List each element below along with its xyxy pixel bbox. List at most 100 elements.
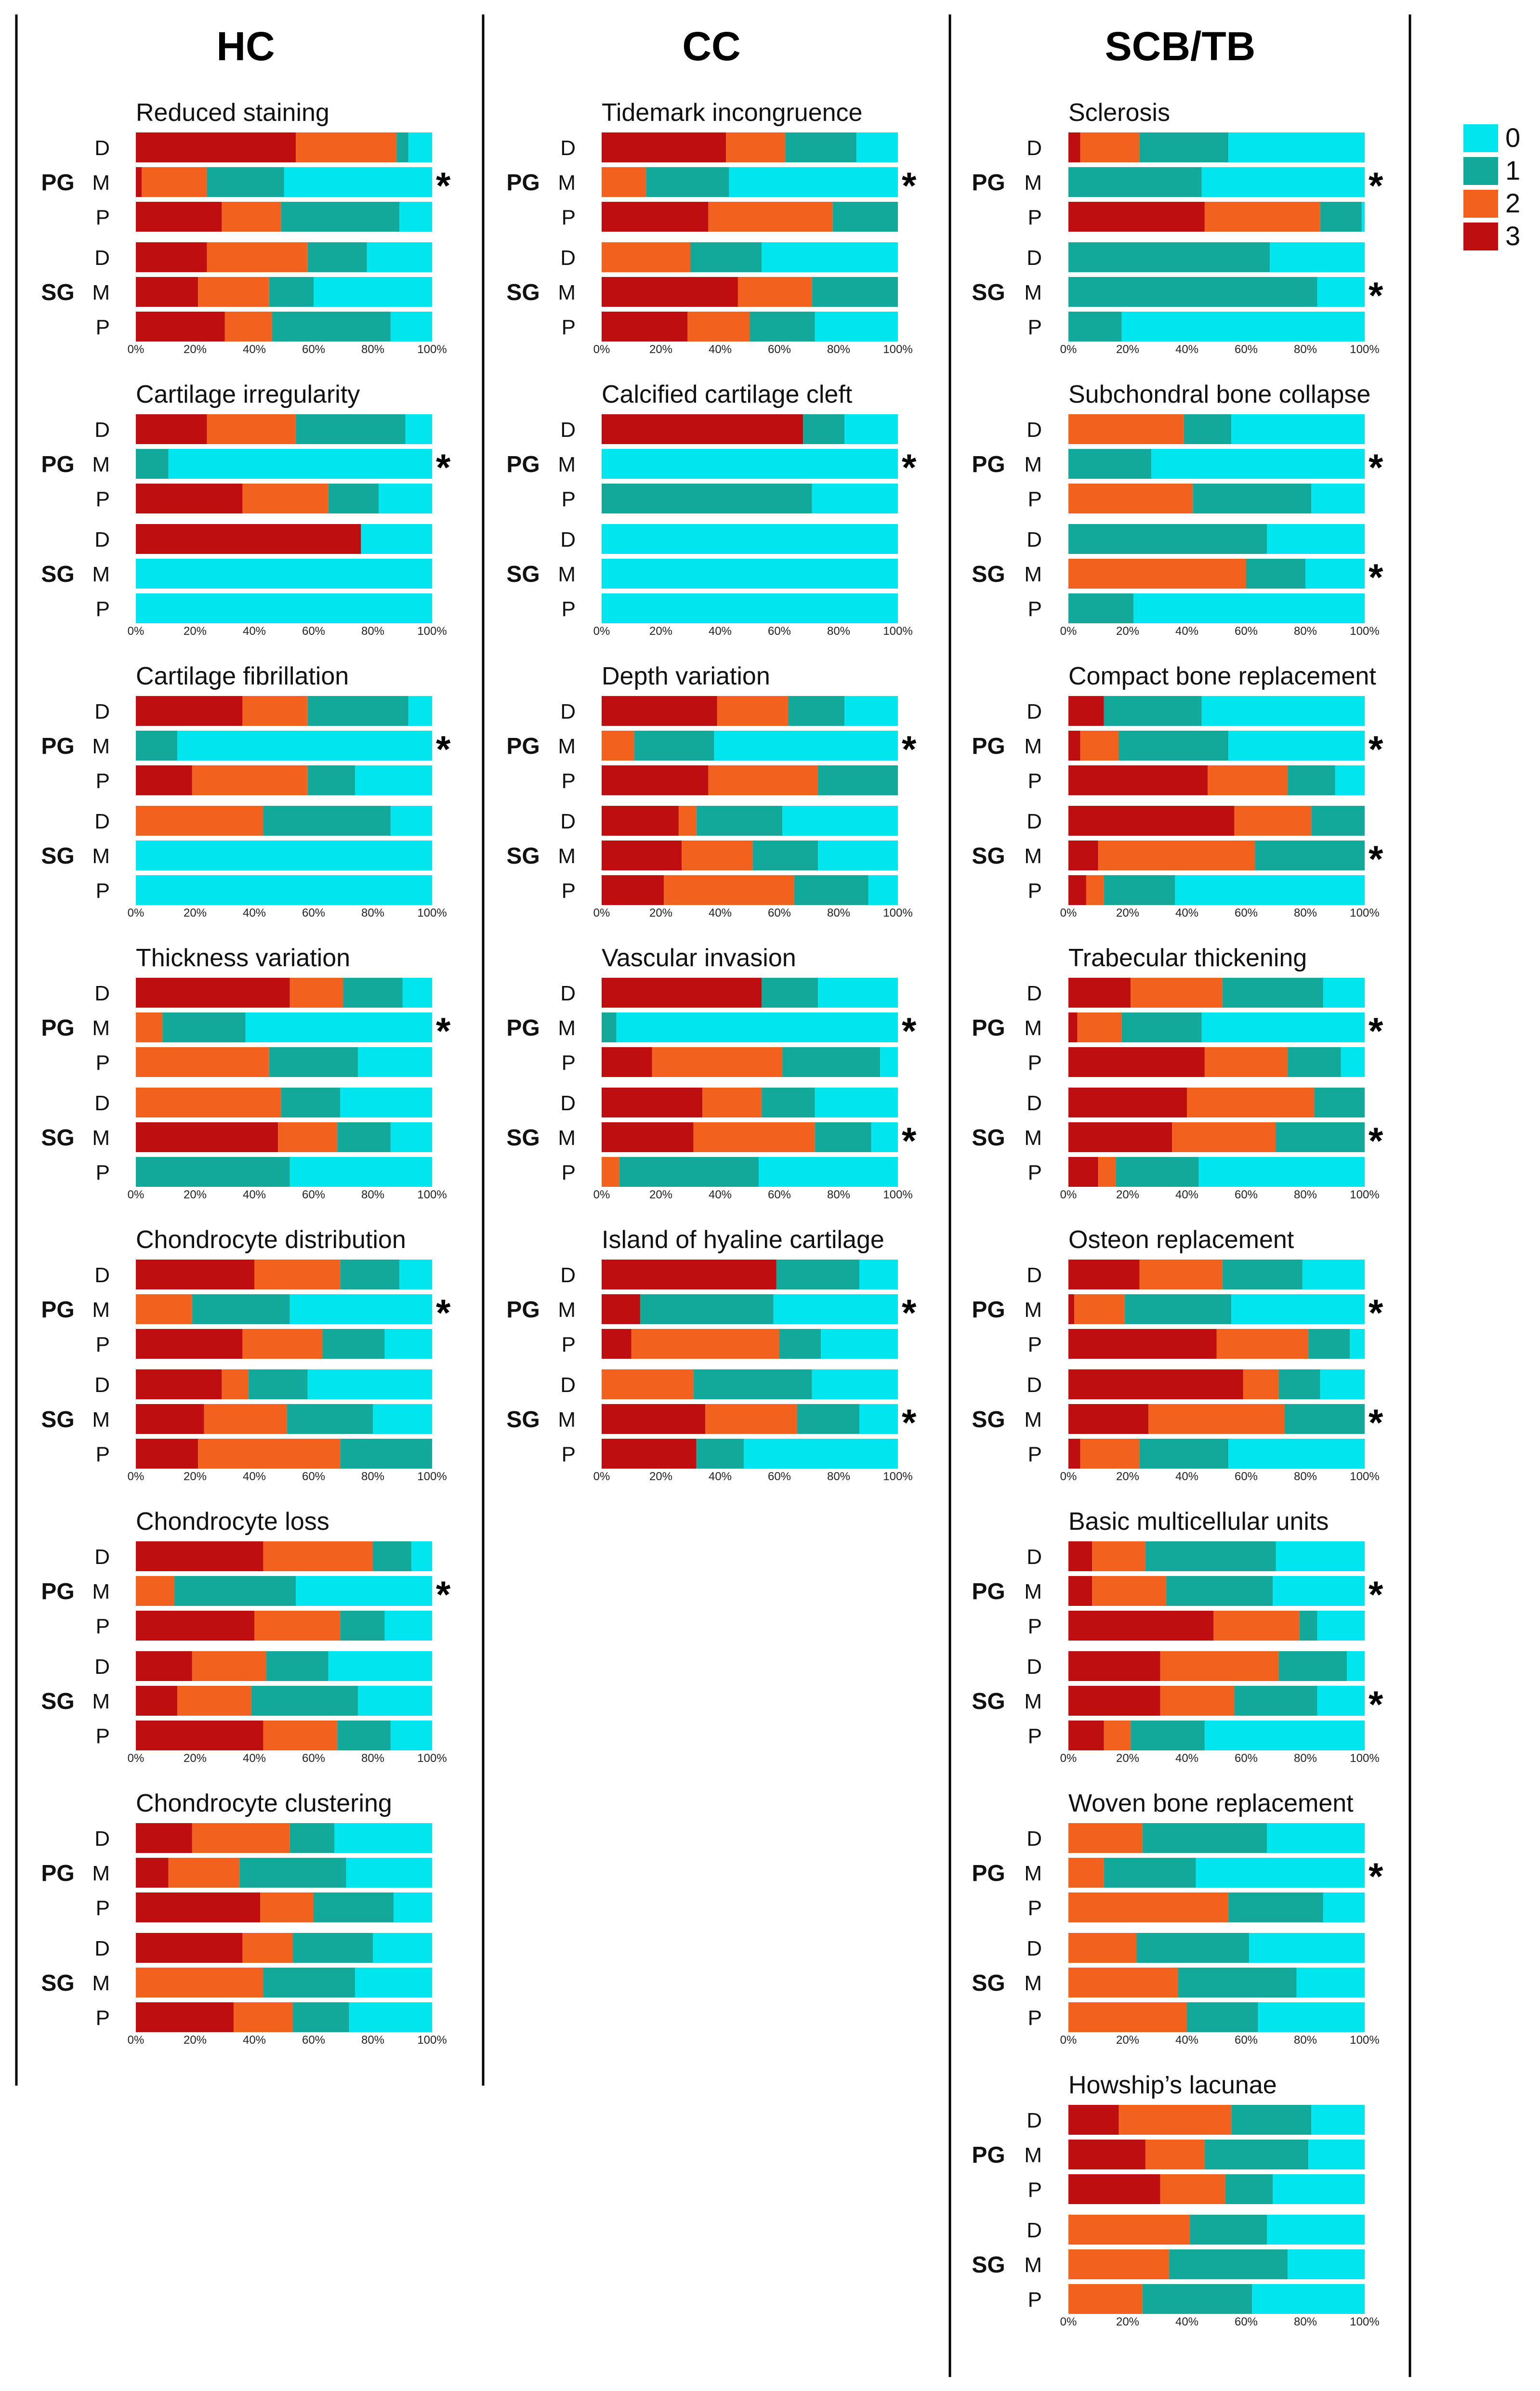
row-label-p: P [562, 487, 576, 511]
row-label-m: M [558, 1126, 576, 1150]
bar-segment-sg-p-score-1 [1187, 2002, 1258, 2032]
bar-segment-pg-m-score-1 [634, 731, 714, 761]
significance-star: * [1369, 1573, 1383, 1616]
significance-star: * [902, 728, 917, 770]
row-label-p: P [1028, 1333, 1042, 1356]
bar-segment-sg-d-score-2 [1068, 1933, 1137, 1963]
group-label-sg: SG [41, 562, 74, 587]
bar-segment-sg-d-score-3 [1068, 1369, 1243, 1399]
tick-label-80: 80% [361, 1470, 384, 1483]
significance-star: * [436, 446, 451, 488]
tick-label-60: 60% [1235, 1752, 1258, 1765]
bar-segment-sg-p-score-0 [1133, 593, 1365, 623]
bar-segment-sg-m-score-0 [871, 1122, 898, 1152]
bar-segment-sg-d-score-0 [1267, 524, 1365, 554]
bar-segment-pg-p-score-1 [269, 1047, 358, 1077]
row-label-p: P [96, 1443, 110, 1466]
bar-segment-pg-d-score-3 [136, 1541, 263, 1571]
group-label-sg: SG [506, 562, 540, 587]
row-label-p: P [1028, 487, 1042, 511]
tick-label-100: 100% [417, 906, 447, 920]
bar-segment-sg-d-score-3 [602, 1088, 703, 1117]
group-label-pg: PG [972, 170, 1005, 196]
bar-segment-sg-m-score-1 [797, 1404, 860, 1434]
bar-segment-pg-m-score-1 [602, 1012, 617, 1042]
group-label-pg: PG [972, 734, 1005, 759]
bar-segment-pg-p-score-0 [1323, 1892, 1365, 1922]
tick-label-80: 80% [1294, 625, 1317, 638]
bar-segment-sg-p-score-3 [602, 1439, 697, 1469]
tick-label-0: 0% [128, 625, 145, 638]
row-label-m: M [558, 171, 576, 195]
bar-segment-sg-d-score-0 [812, 1369, 898, 1399]
tick-label-80: 80% [1294, 343, 1317, 356]
tick-label-80: 80% [1294, 1188, 1317, 1201]
row-label-d: D [94, 136, 110, 160]
bar-segment-pg-p-score-3 [136, 1892, 261, 1922]
bar-segment-sg-d-score-3 [602, 806, 679, 836]
bar-segment-sg-d-score-3 [136, 1369, 222, 1399]
legend-label-0: 0 [1505, 122, 1520, 153]
tick-label-80: 80% [1294, 1470, 1317, 1483]
bar-segment-pg-p-score-1 [281, 202, 400, 232]
group-label-sg: SG [41, 1407, 74, 1432]
tick-label-0: 0% [128, 2034, 145, 2047]
bar-segment-sg-m-score-2 [204, 1404, 287, 1434]
bar-segment-pg-m-score-3 [1068, 1576, 1092, 1606]
bar-segment-sg-m-score-2 [1068, 559, 1246, 589]
tick-label-60: 60% [768, 625, 791, 638]
row-label-d: D [94, 418, 110, 442]
group-label-pg: PG [506, 452, 540, 477]
row-label-d: D [1027, 246, 1042, 270]
bar-segment-pg-p-score-0 [394, 1892, 432, 1922]
row-label-d: D [560, 136, 576, 160]
bar-segment-sg-m-score-0 [373, 1404, 432, 1434]
row-label-p: P [562, 1161, 576, 1184]
tick-label-20: 20% [1116, 1188, 1139, 1201]
tick-label-80: 80% [361, 906, 384, 920]
bar-segment-pg-d-score-3 [1068, 696, 1104, 726]
bar-segment-sg-m-score-0 [817, 841, 898, 870]
bar-segment-sg-p-score-0 [1121, 312, 1365, 342]
bar-segment-pg-p-score-0 [384, 1611, 432, 1641]
row-label-m: M [1024, 1971, 1042, 1995]
bar-segment-sg-p-score-1 [136, 1157, 290, 1187]
bar-segment-pg-m-score-2 [136, 1576, 174, 1606]
bar-segment-pg-d-score-1 [788, 696, 845, 726]
row-label-p: P [1028, 879, 1042, 903]
tick-label-100: 100% [417, 1470, 447, 1483]
bar-segment-pg-p-score-1 [1288, 765, 1335, 795]
group-label-sg: SG [41, 1689, 74, 1714]
group-label-sg: SG [41, 280, 74, 305]
bar-segment-sg-d-score-3 [136, 1933, 243, 1963]
row-label-d: D [94, 1937, 110, 1960]
bar-segment-pg-d-score-2 [192, 1823, 290, 1853]
chart-title: Trabecular thickening [1068, 944, 1307, 972]
bar-segment-sg-d-score-1 [1068, 242, 1270, 272]
bar-segment-pg-p-score-3 [1068, 2174, 1160, 2204]
bar-segment-sg-d-score-2 [702, 1088, 762, 1117]
bar-segment-pg-p-score-0 [821, 1329, 898, 1359]
row-label-m: M [1024, 1126, 1042, 1150]
row-label-p: P [96, 487, 110, 511]
row-label-m: M [92, 1580, 110, 1603]
tick-label-60: 60% [1235, 1470, 1258, 1483]
row-label-d: D [94, 700, 110, 723]
bar-segment-pg-d-score-2 [207, 414, 296, 444]
bar-segment-pg-d-score-2 [1068, 1823, 1143, 1853]
bar-segment-sg-m-score-1 [263, 1968, 355, 1997]
bar-segment-pg-d-score-2 [296, 132, 397, 162]
row-label-d: D [1027, 1827, 1042, 1851]
bar-segment-sg-p-score-1 [750, 312, 815, 342]
row-label-p: P [1028, 769, 1042, 793]
row-label-d: D [94, 810, 110, 833]
bar-segment-pg-m-score-1 [162, 1012, 246, 1042]
legend-label-1: 1 [1505, 155, 1520, 185]
bar-segment-sg-m-score-2 [705, 1404, 797, 1434]
bar-segment-sg-p-score-1 [1068, 312, 1122, 342]
row-label-m: M [1024, 1016, 1042, 1040]
bar-segment-pg-d-score-1 [785, 132, 856, 162]
row-label-d: D [560, 246, 576, 270]
